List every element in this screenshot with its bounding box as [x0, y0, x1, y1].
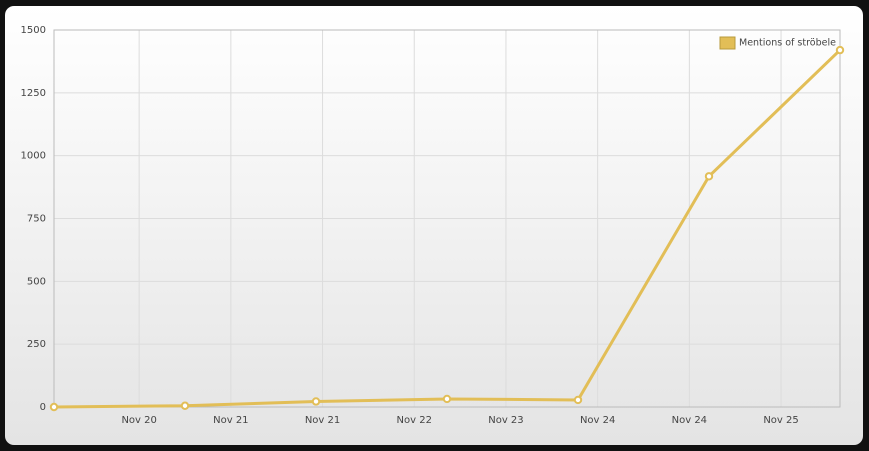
- x-tick-label: Nov 21: [305, 415, 340, 426]
- x-tick-label: Nov 20: [121, 415, 156, 426]
- y-tick-label: 1250: [21, 88, 46, 99]
- y-tick-label: 250: [27, 339, 46, 350]
- x-tick-label: Nov 21: [213, 415, 248, 426]
- x-tick-label: Nov 22: [397, 415, 432, 426]
- y-tick-label: 0: [40, 402, 46, 413]
- data-point: [573, 395, 583, 405]
- data-point: [311, 397, 321, 406]
- data-point: [835, 45, 845, 55]
- panel: [5, 6, 863, 445]
- y-tick-label: 1000: [21, 151, 46, 162]
- x-tick-label: Nov 25: [763, 415, 798, 426]
- x-tick-label: Nov 24: [672, 415, 707, 426]
- x-tick-label: Nov 23: [488, 415, 523, 426]
- data-point: [704, 172, 714, 181]
- data-point: [180, 401, 190, 410]
- y-tick-label: 750: [27, 214, 46, 225]
- legend-swatch: [719, 36, 736, 50]
- x-tick-label: Nov 24: [580, 415, 615, 426]
- legend-label: Mentions of ströbele: [739, 38, 836, 49]
- data-point: [442, 394, 452, 404]
- y-tick-label: 1500: [21, 25, 46, 36]
- plot-frame: [53, 29, 841, 408]
- y-tick-label: 500: [27, 276, 46, 287]
- data-point: [49, 402, 59, 412]
